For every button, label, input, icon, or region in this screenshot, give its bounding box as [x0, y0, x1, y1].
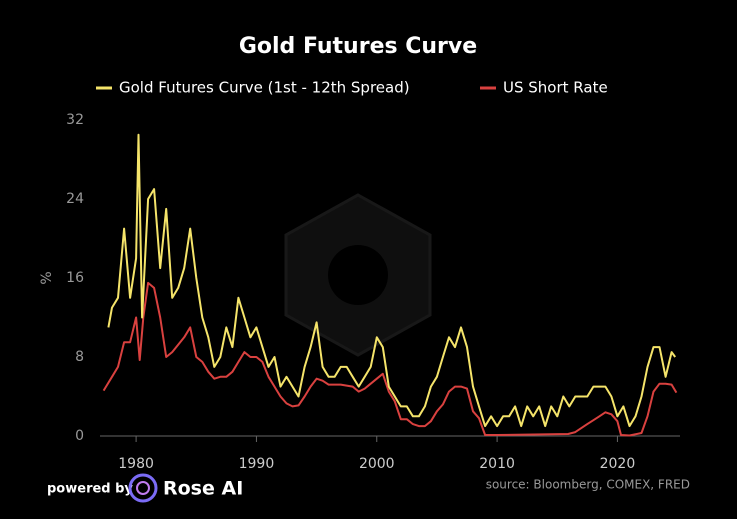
logo — [128, 473, 158, 503]
watermark — [284, 193, 432, 357]
x-tick-label: 2020 — [600, 456, 636, 472]
y-tick-label: 8 — [75, 349, 84, 365]
source: source: Bloomberg, COMEX, FRED — [486, 478, 690, 492]
legend-label: Gold Futures Curve (1st - 12th Spread) — [119, 79, 410, 97]
chart-title: Gold Futures Curve — [239, 34, 477, 59]
y-tick-label: 0 — [75, 428, 84, 444]
y-tick-label: 16 — [66, 270, 84, 286]
series-line — [107, 133, 677, 428]
y-tick-label: 24 — [66, 191, 84, 207]
powered-by: powered by — [47, 482, 133, 497]
x-tick-label: 1990 — [239, 456, 275, 472]
x-tick-label: 1980 — [118, 456, 154, 472]
series-line — [102, 281, 678, 437]
x-tick-label: 2010 — [479, 456, 515, 472]
y-tick-label: 32 — [66, 112, 84, 128]
brand: Rose AI — [163, 478, 243, 500]
x-tick-label: 2000 — [359, 456, 395, 472]
legend-label: US Short Rate — [503, 79, 608, 97]
y-axis-label: % — [39, 271, 55, 284]
